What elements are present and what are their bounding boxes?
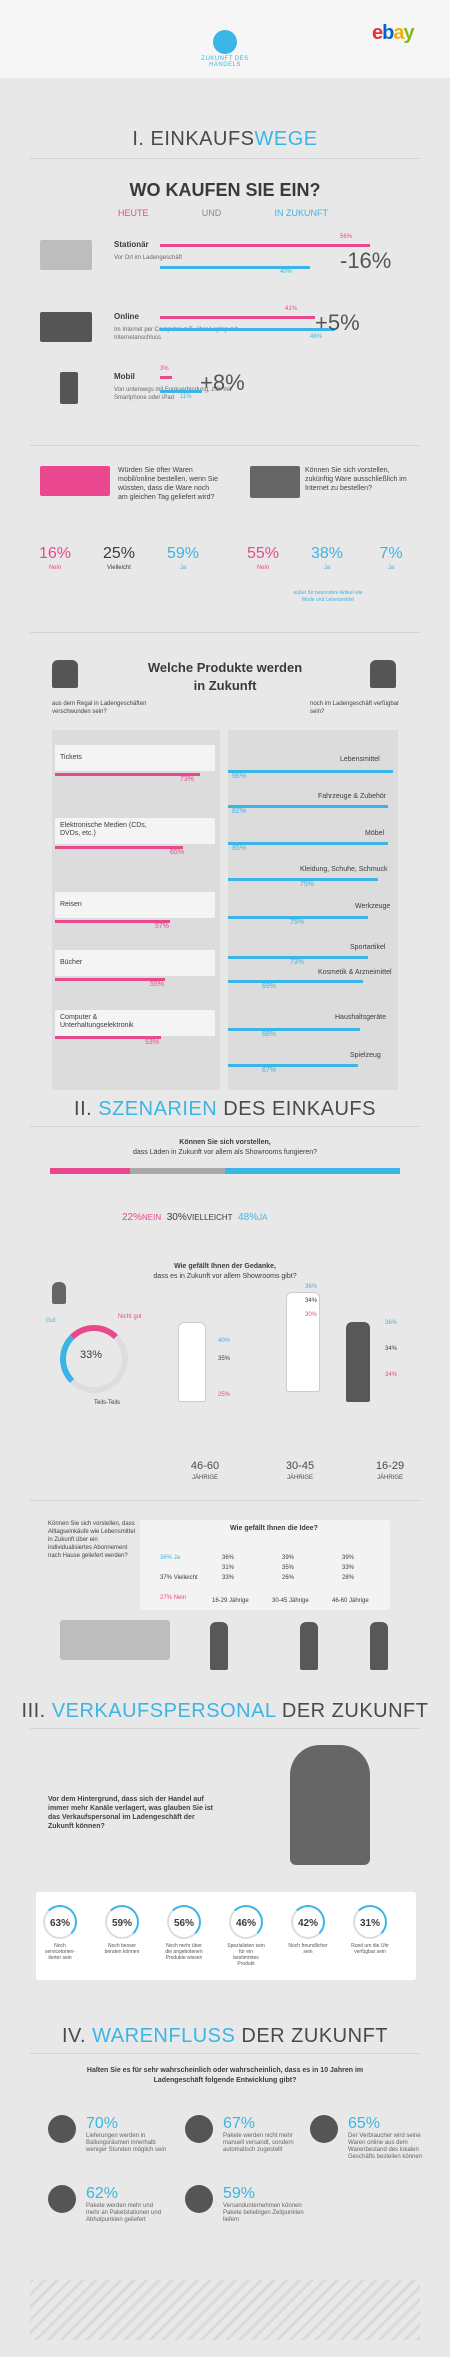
person-icon [346, 1322, 370, 1402]
divider [30, 632, 420, 633]
salesperson-icon [290, 1745, 370, 1865]
section-title-3: III. VERKAUFSPERSONAL DER ZUKUNFT [21, 1700, 429, 1722]
person-icon [300, 1622, 318, 1670]
cart-logo-icon [213, 30, 237, 54]
where-title: WO KAUFEN SIE EIN? [129, 180, 321, 200]
bag-x-icon [52, 660, 78, 688]
ebay-logo: ebay [372, 22, 415, 44]
shop-icon [40, 240, 92, 270]
section-title-2: II. SZENARIEN DES EINKAUFS [74, 1098, 376, 1120]
q2-nein: 55% Nein [246, 545, 280, 571]
monitor-icon [40, 312, 92, 342]
person-icon [370, 1622, 388, 1670]
station-icon [48, 2185, 76, 2213]
q1-ja: 59% Ja [166, 545, 200, 571]
van-icon [60, 1620, 170, 1660]
section-title-4: IV. WARENFLUSS DER ZUKUNFT [61, 2025, 389, 2047]
hatch-footer [30, 2280, 420, 2340]
truck-icon [40, 466, 110, 496]
logo-text: ZUKUNFT DES HANDELS [201, 56, 249, 68]
person-icon [210, 1622, 228, 1670]
truck-icon [185, 2185, 213, 2213]
monitor-icon [250, 466, 300, 498]
q1-nein: 16% Nein [38, 545, 72, 571]
showroom-legend: 22%NEIN 30%VIELLEICHT 48%JA [122, 1212, 268, 1223]
divider [30, 158, 420, 159]
drone-icon [185, 2115, 213, 2143]
person-icon [286, 1292, 320, 1392]
legend: HEUTE UND IN ZUKUNFT [118, 208, 328, 218]
q2-ja: 38% Ja [310, 545, 344, 571]
overall-donut [60, 1325, 128, 1393]
q2-ja7: 7% Ja [379, 545, 403, 571]
lamp-icon [52, 1282, 66, 1304]
divider [30, 445, 420, 446]
person-icon [178, 1322, 206, 1402]
phone-icon [310, 2115, 338, 2143]
section-title-1: I. EINKAUFSWEGE [132, 128, 318, 150]
bag-check-icon [370, 660, 396, 688]
clock-icon [48, 2115, 76, 2143]
q1-viel: 25% Vielleicht [102, 545, 136, 571]
phone-icon [60, 372, 78, 404]
